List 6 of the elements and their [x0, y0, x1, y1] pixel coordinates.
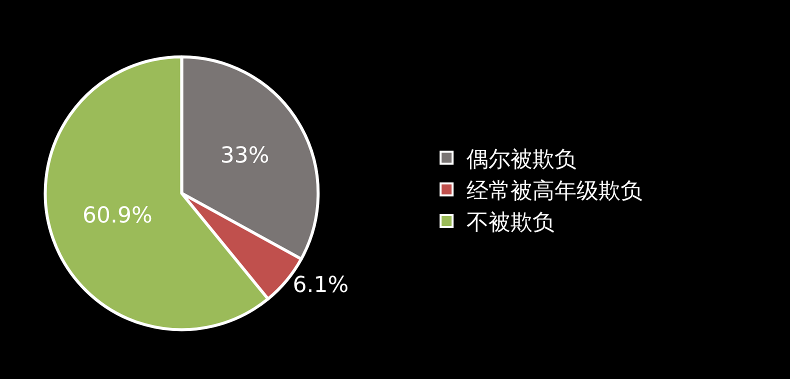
legend-label: 偶尔被欺负	[466, 147, 577, 172]
data-label: 33%	[220, 143, 270, 168]
data-label: 60.9%	[82, 204, 152, 229]
data-label: 6.1%	[292, 273, 349, 298]
legend-label: 不被欺负	[466, 210, 555, 236]
legend-label: 经常被高年级欺负	[466, 178, 643, 204]
